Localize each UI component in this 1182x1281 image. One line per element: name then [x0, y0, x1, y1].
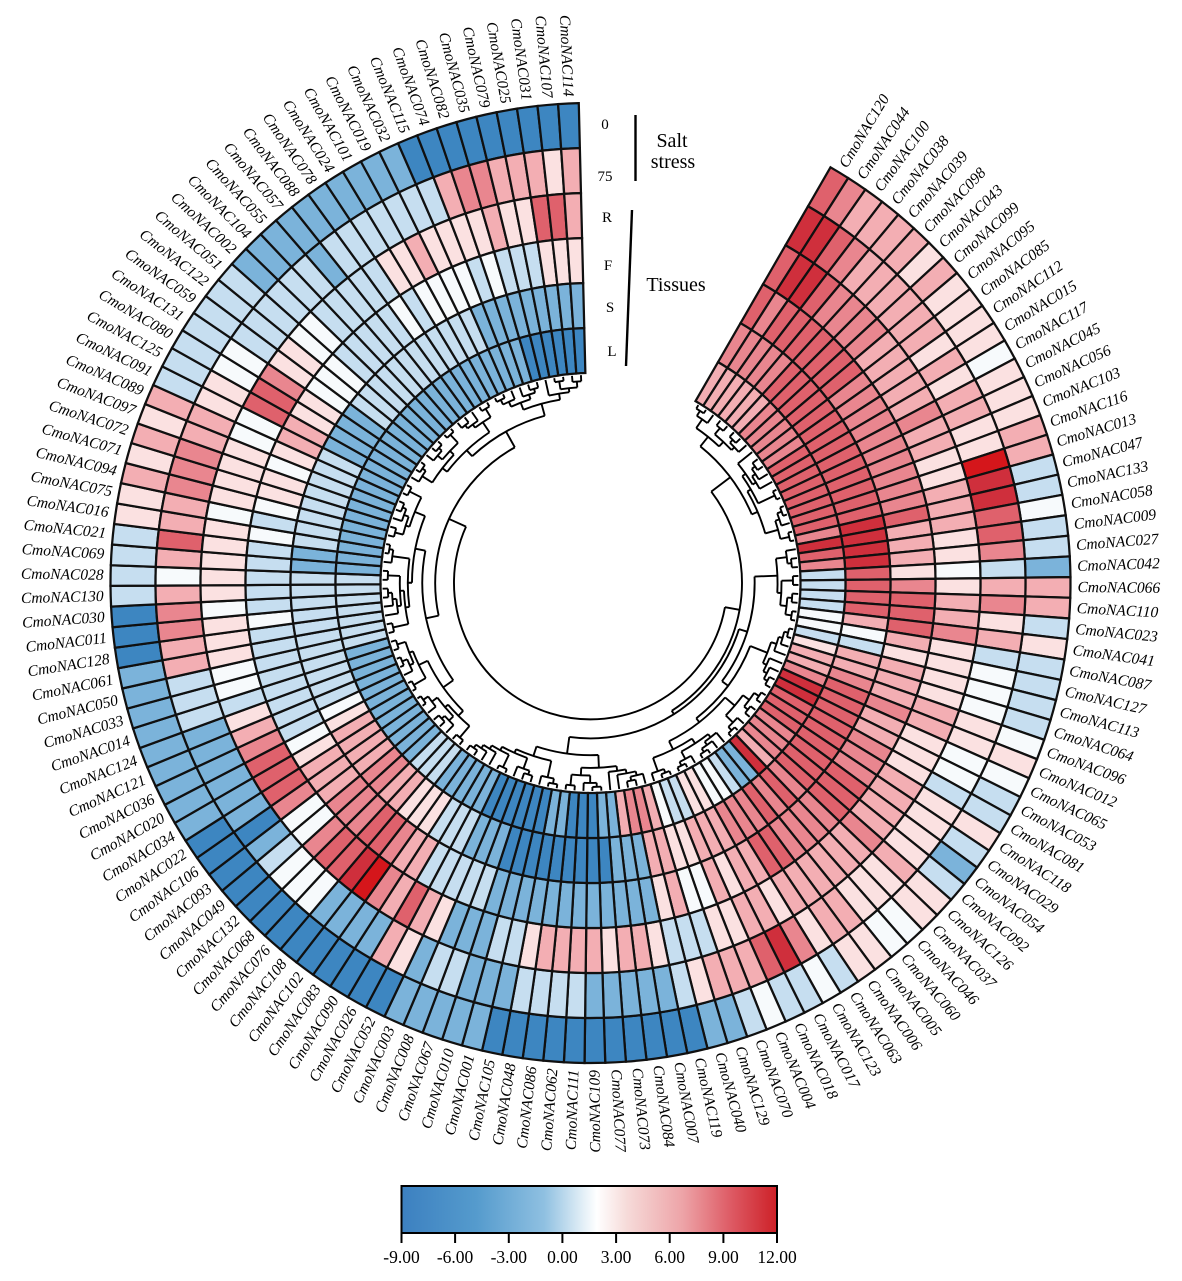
- svg-text:S: S: [606, 300, 614, 316]
- svg-text:0: 0: [601, 117, 609, 133]
- svg-text:75: 75: [598, 169, 613, 185]
- svg-text:CmoNAC030: CmoNAC030: [22, 609, 106, 632]
- svg-text:CmoNAC110: CmoNAC110: [1076, 600, 1159, 621]
- svg-text:CmoNAC114: CmoNAC114: [556, 15, 577, 97]
- svg-text:Salt: Salt: [656, 130, 688, 152]
- svg-text:6.00: 6.00: [654, 1247, 685, 1267]
- svg-text:-6.00: -6.00: [437, 1247, 474, 1267]
- svg-text:stress: stress: [651, 151, 696, 173]
- svg-text:CmoNAC042: CmoNAC042: [1077, 555, 1160, 575]
- svg-text:Tissues: Tissues: [646, 274, 706, 296]
- svg-text:3.00: 3.00: [601, 1247, 632, 1267]
- svg-text:9.00: 9.00: [708, 1247, 739, 1267]
- svg-text:0.00: 0.00: [547, 1247, 578, 1267]
- svg-text:CmoNAC028: CmoNAC028: [21, 566, 104, 584]
- svg-text:CmoNAC027: CmoNAC027: [1075, 531, 1160, 554]
- svg-text:F: F: [604, 258, 612, 274]
- svg-text:CmoNAC066: CmoNAC066: [1077, 579, 1160, 597]
- svg-text:CmoNAC109: CmoNAC109: [586, 1070, 604, 1153]
- svg-text:CmoNAC077: CmoNAC077: [607, 1069, 628, 1154]
- svg-text:-3.00: -3.00: [491, 1247, 528, 1267]
- svg-text:CmoNAC062: CmoNAC062: [538, 1068, 561, 1152]
- svg-text:-9.00: -9.00: [383, 1247, 420, 1267]
- svg-text:CmoNAC069: CmoNAC069: [21, 541, 105, 563]
- svg-text:L: L: [607, 344, 616, 360]
- svg-text:CmoNAC111: CmoNAC111: [563, 1069, 583, 1150]
- svg-text:R: R: [602, 210, 612, 226]
- svg-text:12.00: 12.00: [757, 1247, 797, 1267]
- svg-text:CmoNAC130: CmoNAC130: [21, 588, 104, 607]
